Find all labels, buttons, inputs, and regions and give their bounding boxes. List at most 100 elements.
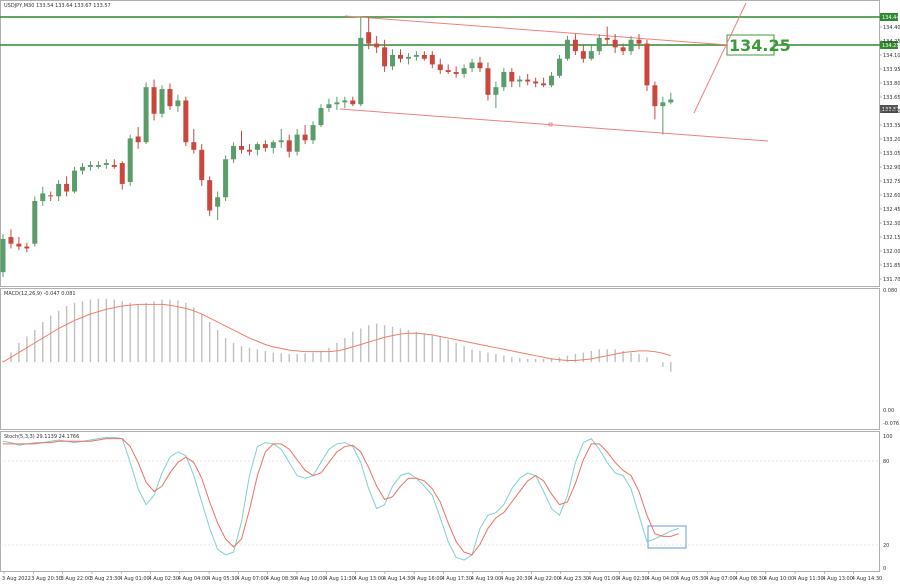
candle-body — [72, 170, 78, 192]
time-tick-label: 4 Aug 04:00 — [647, 576, 678, 582]
time-tick-label: 4 Aug 07:00 — [705, 576, 736, 582]
time-tick-label: 4 Aug 19:00 — [471, 576, 502, 582]
candle-body — [95, 164, 101, 167]
candle-body — [143, 87, 149, 143]
price-tick-label: 132.30 — [883, 221, 900, 227]
candle-body — [40, 193, 46, 202]
channel-lower-line[interactable] — [339, 108, 769, 142]
candle-body — [588, 51, 594, 59]
candle-body — [413, 54, 419, 57]
price-tick-label: 132.75 — [883, 179, 900, 185]
price-tick-label: 134.25 — [883, 39, 900, 45]
candle-body — [207, 180, 213, 211]
candle-body — [557, 58, 562, 76]
candle-body — [0, 238, 6, 273]
level-2-tag-bg — [880, 41, 898, 49]
candle-body — [135, 136, 141, 143]
candle-body — [294, 134, 300, 152]
time-tick-label: 4 Aug 01:00 — [588, 576, 619, 582]
time-tick-label: 4 Aug 07:00 — [236, 576, 267, 582]
candle-body — [199, 149, 205, 181]
time-tick-label: 3 Aug 20:30 — [31, 576, 62, 582]
candle-body — [270, 142, 276, 148]
candle-body — [151, 87, 157, 114]
macd-tick-label: 0.080 — [883, 288, 897, 294]
price-tick-label: 131.70 — [883, 277, 900, 283]
time-tick-label: 4 Aug 22:00 — [529, 576, 560, 582]
time-tick-label: 4 Aug 02:30 — [617, 576, 648, 582]
time-tick-label: 4 Aug 01:00 — [119, 576, 150, 582]
price-tick-label: 134.40 — [883, 25, 900, 31]
candle-body — [564, 39, 570, 59]
candle-body — [326, 104, 332, 109]
macd-signal-line — [2, 303, 671, 363]
candle-body — [254, 144, 260, 150]
time-tick-label: 4 Aug 16:00 — [412, 576, 443, 582]
candle-body — [628, 39, 634, 52]
channel-upper-line[interactable] — [344, 15, 729, 46]
candle-body — [334, 102, 340, 105]
candle-body — [382, 47, 388, 67]
candle-body — [636, 39, 642, 44]
candle-body — [485, 68, 491, 95]
current-price-tag-bg — [880, 105, 898, 113]
stoch-highlight-box[interactable] — [647, 525, 687, 549]
candle-body — [119, 163, 125, 184]
time-tick-label: 4 Aug 10:00 — [764, 576, 795, 582]
candle-body — [453, 72, 459, 74]
time-tick-label: 4 Aug 05:30 — [676, 576, 707, 582]
candle-body — [358, 37, 364, 105]
big-price-label: 134.25 — [729, 36, 791, 55]
candle-body — [572, 39, 578, 52]
stoch-header: Stoch(5,3,3) 29.1139 24.1766 — [4, 434, 79, 440]
level-2-tag: 134.25 — [882, 43, 900, 49]
time-tick-label: 4 Aug 14:30 — [852, 576, 883, 582]
price-tick-label: 134.10 — [883, 53, 900, 59]
time-tick-label: 4 Aug 08:30 — [735, 576, 766, 582]
time-tick-label: 4 Aug 14:30 — [383, 576, 414, 582]
candle-body — [477, 62, 483, 69]
candle-body — [644, 43, 650, 86]
candle-body — [215, 197, 221, 207]
candle-body — [80, 166, 85, 171]
projection-line[interactable] — [693, 2, 747, 114]
candle-body — [183, 100, 189, 143]
candle-body — [549, 75, 555, 86]
candle-body — [262, 144, 268, 148]
candle-body — [469, 62, 475, 69]
candle-body — [533, 81, 539, 84]
candle-body — [159, 89, 165, 114]
candle-body — [103, 163, 109, 165]
candle-body — [461, 68, 467, 74]
candle-body — [405, 56, 411, 59]
price-tick-label: 132.45 — [883, 207, 900, 213]
candle-body — [596, 37, 602, 52]
candle-body — [437, 64, 443, 71]
price-tick-label: 133.05 — [883, 151, 900, 157]
candle-body — [421, 54, 427, 59]
channel-midpoint-handle[interactable] — [548, 122, 553, 127]
price-tick-label: 132.15 — [883, 235, 900, 241]
candle-body — [127, 138, 133, 183]
candle-body — [517, 79, 523, 82]
stoch-tick-label: 80 — [883, 459, 889, 465]
time-tick-label: 4 Aug 13:00 — [822, 576, 853, 582]
candle-body — [509, 72, 515, 82]
candle-body — [580, 51, 586, 59]
quote-values: 133.54 133.64 133.67 133.57 — [36, 3, 111, 9]
time-tick-label: 4 Aug 23:30 — [559, 576, 590, 582]
time-tick-label: 4 Aug 20:30 — [500, 576, 531, 582]
candle-body — [16, 243, 22, 247]
candle-body — [350, 100, 356, 105]
candle-body — [231, 146, 237, 160]
candle-body — [390, 54, 396, 67]
time-tick-label: 4 Aug 11:30 — [793, 576, 824, 582]
candle-body — [246, 149, 252, 152]
price-tick-label: 133.80 — [883, 81, 900, 87]
candle-body — [111, 164, 117, 167]
current-price-tag: 133.57 — [882, 107, 900, 113]
price-tick-label: 132.60 — [883, 193, 900, 199]
level-1-tag-bg — [880, 13, 898, 21]
candle-body — [374, 43, 380, 48]
candle-body — [366, 32, 372, 44]
